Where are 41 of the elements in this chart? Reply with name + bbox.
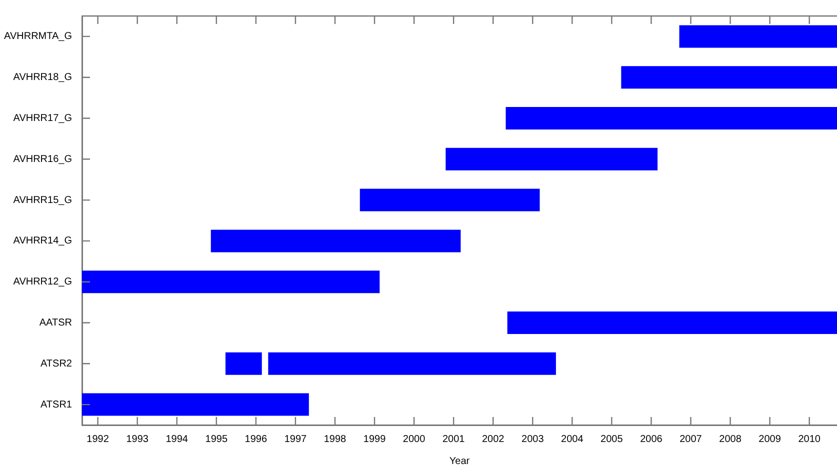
x-tick-label: 2000 <box>402 434 426 445</box>
x-tick-label: 1995 <box>205 434 228 445</box>
bar <box>506 107 837 130</box>
bar <box>507 312 837 334</box>
x-tick-label: 2002 <box>482 434 505 445</box>
x-tick-label: 1999 <box>363 434 386 445</box>
bar <box>82 393 309 416</box>
y-tick-label: ATSR1 <box>40 399 72 410</box>
x-tick-label: 2003 <box>522 434 544 445</box>
x-tick-label: 1992 <box>86 434 110 445</box>
y-tick-label: AATSR <box>39 318 72 328</box>
y-tick-label: AVHRR12_G <box>13 276 72 288</box>
x-tick-label: 1996 <box>244 434 268 445</box>
x-tick-label: 2006 <box>640 434 663 445</box>
bar <box>268 352 556 375</box>
x-tick-label: 2007 <box>680 434 702 445</box>
x-tick-label: 1998 <box>324 434 347 445</box>
bar <box>621 66 837 89</box>
bar <box>225 352 262 375</box>
bar <box>679 25 837 48</box>
bar <box>446 148 658 170</box>
x-tick-label: 1997 <box>284 434 308 445</box>
x-tick-label: 1994 <box>166 434 188 445</box>
y-tick-label: AVHRRMTA_G <box>4 31 72 42</box>
x-tick-label: 2008 <box>719 434 742 445</box>
x-tick-label: 2009 <box>758 434 782 445</box>
y-tick-label: AVHRR17_G <box>13 113 72 124</box>
y-tick-label: AVHRR16_G <box>13 154 72 165</box>
y-tick-label: AVHRR14_G <box>13 236 72 247</box>
y-tick-label: AVHRR18_G <box>13 72 72 84</box>
y-tick-label: ATSR2 <box>40 358 72 370</box>
bar <box>210 230 461 252</box>
x-tick-label: 2010 <box>798 434 821 445</box>
x-tick-label: 1993 <box>126 434 149 445</box>
bar <box>82 270 380 294</box>
y-tick-label: AVHRR15_G <box>13 194 72 206</box>
x-tick-label: 2005 <box>600 434 624 445</box>
x-tick-label: 2004 <box>561 434 584 445</box>
bar <box>360 188 540 212</box>
x-tick-label: 2001 <box>442 434 466 445</box>
x-axis-title: Year <box>449 456 470 467</box>
